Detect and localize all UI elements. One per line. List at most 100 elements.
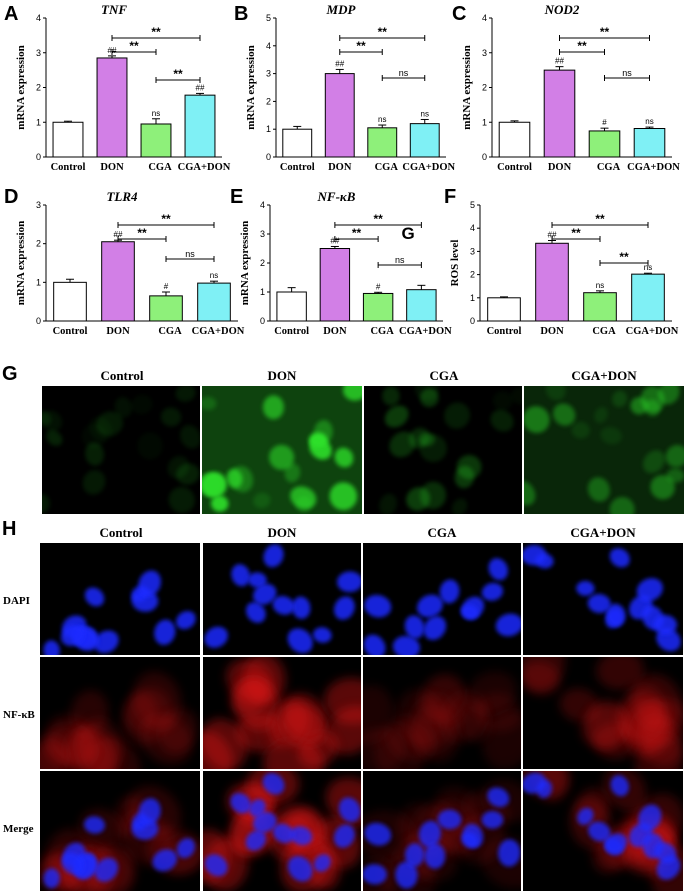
h-image-r0-c0	[40, 543, 200, 655]
comparison-label: **	[378, 25, 388, 39]
y-tick-label: 3	[36, 200, 41, 210]
h-image-r2-c0	[40, 771, 200, 891]
cell	[329, 482, 358, 511]
cell	[137, 432, 164, 460]
panel-letter: D	[4, 186, 18, 208]
cell	[488, 558, 508, 581]
comparison-label: ns	[399, 68, 409, 78]
chart-panel-c: C NOD2 0 1 2 3 4 mRNA expression Control ## DON # CG…	[452, 2, 680, 173]
cell	[363, 864, 387, 885]
g-image-0-svg	[42, 386, 200, 514]
cell	[287, 856, 313, 882]
cell	[419, 434, 447, 463]
y-tick-label: 1	[36, 117, 41, 127]
cell	[638, 804, 662, 831]
cell	[444, 402, 471, 429]
y-tick-label: 0	[266, 152, 271, 162]
chart-title: TLR4	[106, 189, 138, 204]
cell	[487, 787, 510, 808]
category-label: Control	[274, 326, 309, 337]
y-tick-label: 2	[266, 96, 271, 106]
h-image-r2-c3-svg	[523, 771, 683, 891]
cell	[202, 472, 227, 498]
cell	[545, 386, 566, 401]
y-tick-label: 1	[482, 117, 487, 127]
category-label: CGA+DON	[178, 162, 231, 173]
cell	[61, 852, 85, 875]
comparison-label: ns	[395, 255, 405, 265]
cell	[43, 868, 60, 889]
cell	[587, 477, 610, 502]
h-image-r1-c1-svg	[203, 657, 361, 769]
g-image-1	[202, 386, 362, 514]
comparison-label: **	[577, 39, 587, 53]
cell	[249, 799, 266, 817]
y-axis-label: mRNA expression	[245, 45, 257, 129]
cell	[363, 728, 405, 769]
cell	[523, 544, 547, 566]
h-image-r0-c3	[523, 543, 683, 655]
y-tick-label: 1	[36, 277, 41, 287]
significance-marker: ns	[378, 115, 386, 124]
cell	[326, 706, 361, 755]
category-label: DON	[328, 162, 352, 173]
cell	[167, 455, 190, 479]
cell	[609, 548, 630, 568]
bar-cgadon	[197, 282, 231, 322]
cell	[395, 861, 418, 889]
bar-don	[96, 57, 128, 158]
g-image-0	[42, 386, 200, 514]
cell	[492, 391, 513, 411]
y-tick-label: 3	[470, 246, 475, 256]
cell	[245, 830, 267, 851]
cell	[60, 624, 85, 647]
cell	[269, 444, 295, 470]
cell	[588, 821, 611, 842]
g-col-title-don: DON	[267, 368, 297, 383]
h-col-title-don: DON	[267, 525, 297, 540]
g-image-2-svg	[379, 386, 522, 514]
h-image-r0-c1-svg	[204, 544, 361, 654]
category-label: CGA	[370, 326, 394, 337]
cell	[630, 397, 648, 415]
cell	[454, 465, 475, 489]
y-tick-label: 4	[260, 200, 265, 210]
category-label: CGA+DON	[402, 162, 455, 173]
h-image-r1-c3	[523, 657, 683, 769]
y-tick-label: 2	[36, 83, 41, 93]
bar-cgadon	[409, 123, 440, 158]
significance-marker: #	[602, 118, 607, 127]
h-image-r0-c2	[363, 543, 521, 655]
cell	[290, 486, 317, 509]
cell	[654, 842, 677, 864]
bar-don	[324, 73, 355, 158]
cell	[523, 772, 547, 794]
comparison-label: **	[129, 39, 139, 53]
h-image-r1-c3-svg	[523, 657, 683, 769]
cell	[406, 487, 431, 511]
y-tick-label: 0	[36, 316, 41, 326]
category-label: Control	[53, 326, 88, 337]
significance-marker: ##	[555, 57, 564, 66]
category-label: CGA+DON	[399, 326, 452, 337]
category-label: Control	[280, 162, 315, 173]
cell	[384, 405, 409, 428]
y-axis-label: mRNA expression	[239, 221, 251, 305]
h-row-title-nfkb: NF-κB	[3, 709, 35, 721]
cell	[43, 640, 60, 655]
panel-letter-g: G	[2, 363, 18, 385]
h-col-title-cga: CGA	[427, 525, 457, 540]
cell	[253, 583, 277, 605]
cell	[586, 699, 628, 750]
cell	[202, 396, 217, 410]
chart-panel-b: B MDP 0 1 2 3 4 5 mRNA expression Control ## DON ns C…	[234, 2, 455, 173]
cell	[437, 809, 462, 830]
h-image-r0-c1	[203, 543, 361, 655]
cell	[248, 572, 267, 588]
cell	[234, 677, 279, 731]
comparison-label: ns	[185, 249, 195, 259]
comparison-label: ns	[622, 68, 632, 78]
cell	[131, 394, 153, 415]
g-image-3	[524, 386, 684, 514]
category-label: Control	[497, 162, 532, 173]
